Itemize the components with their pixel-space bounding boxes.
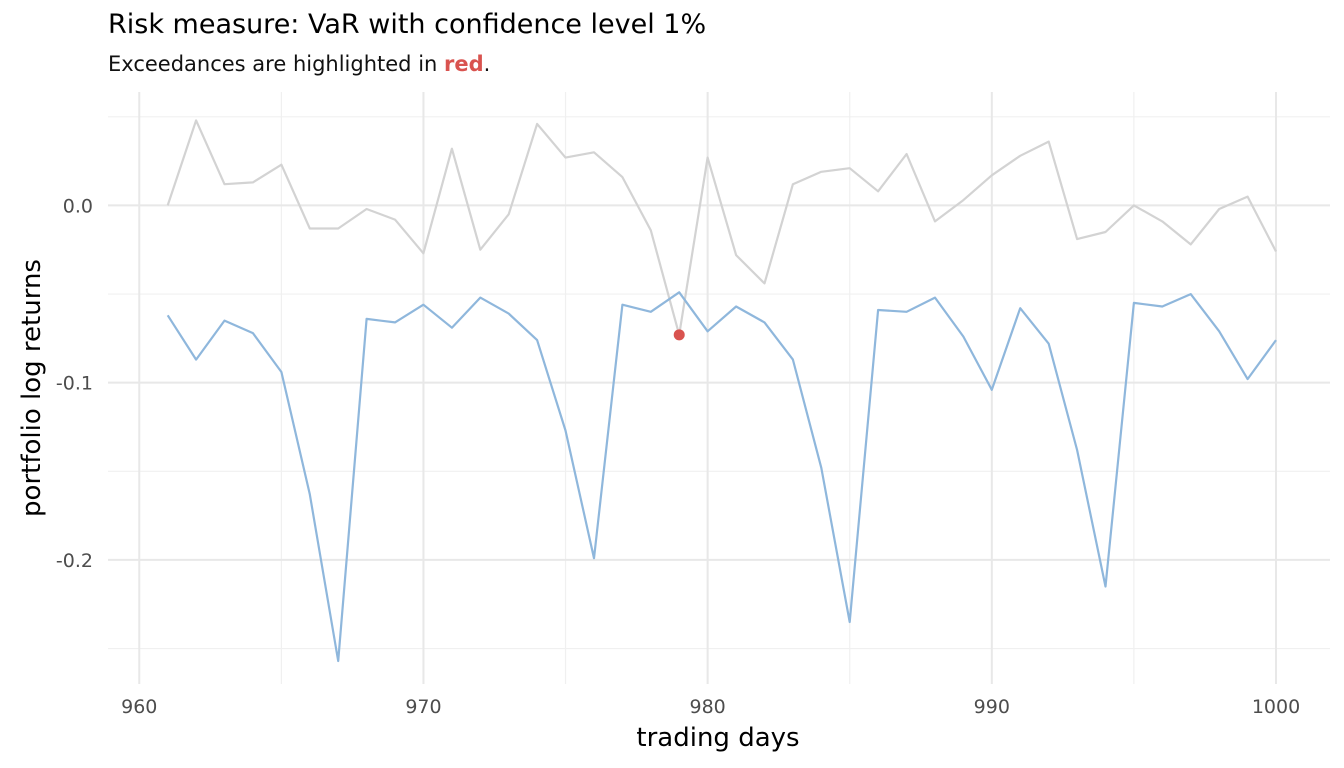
x-tick-label: 990	[974, 696, 1010, 718]
exceedance-point	[673, 329, 685, 341]
x-tick-label: 1000	[1252, 696, 1300, 718]
x-tick-label: 970	[405, 696, 441, 718]
minor-gridlines	[108, 92, 1330, 684]
y-tick-label: -0.2	[56, 550, 93, 572]
y-tick-label: -0.1	[56, 373, 93, 395]
subtitle-prefix: Exceedances are highlighted in	[108, 52, 445, 76]
var-series-line	[166, 291, 1277, 663]
y-tick-label: 0.0	[63, 195, 93, 217]
series-layer	[166, 119, 1277, 663]
chart-subtitle: Exceedances are highlighted in red.	[108, 52, 490, 76]
returns-series-line	[166, 119, 1277, 336]
subtitle-highlight-word: red	[444, 52, 484, 76]
subtitle-suffix: .	[483, 52, 491, 76]
chart-title: Risk measure: VaR with confidence level …	[108, 9, 707, 40]
x-tick-label: 960	[121, 696, 157, 718]
exceedance-points	[673, 329, 685, 341]
y-axis-title: portfolio log returns	[17, 259, 47, 517]
y-axis-tick-labels: 0.0 -0.1 -0.2	[56, 195, 93, 571]
x-axis-title: trading days	[636, 723, 799, 753]
x-tick-label: 980	[689, 696, 725, 718]
x-axis-tick-labels: 960 970 980 990 1000	[121, 696, 1300, 718]
major-gridlines	[108, 92, 1330, 684]
